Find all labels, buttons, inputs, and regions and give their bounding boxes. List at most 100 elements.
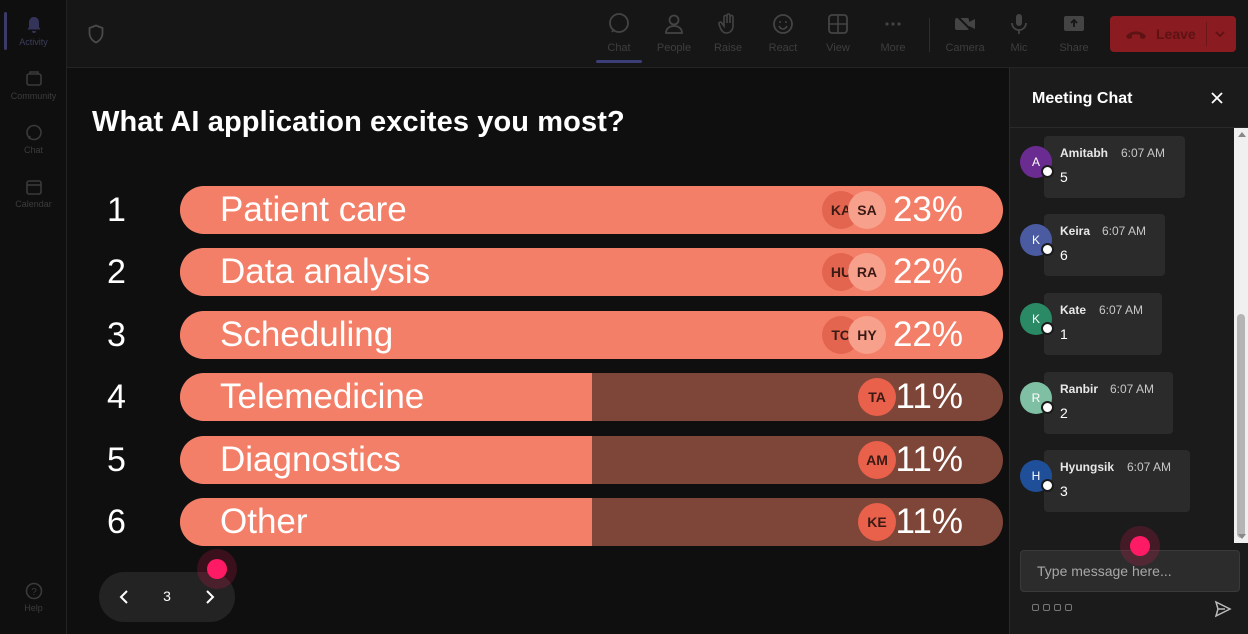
poll-option: 5 Diagnostics AM 11%	[67, 436, 1009, 484]
message-text: 1	[1060, 326, 1068, 342]
toolbar-share-button[interactable]: Share	[1047, 10, 1101, 62]
rail-item-label: Community	[10, 91, 57, 101]
toolbar-divider	[929, 18, 930, 52]
toolbar-mic-label: Mic	[1010, 42, 1028, 54]
toolbar-view-label: View	[826, 42, 850, 54]
sender-name: Kate	[1060, 303, 1087, 317]
camera-off-icon	[955, 14, 975, 34]
poll-option: 2 Data analysis HU RA 22%	[67, 248, 1009, 296]
rail-item-community[interactable]: Community	[0, 58, 67, 112]
avatar: K	[1020, 224, 1054, 256]
chat-icon	[25, 124, 42, 141]
option-label: Other	[220, 502, 308, 541]
toolbar-more-button[interactable]: More	[866, 10, 920, 62]
toolbar-chat-button[interactable]: Chat	[592, 10, 646, 63]
voter-avatar: SA	[848, 191, 886, 229]
format-icon[interactable]	[1032, 604, 1039, 611]
result-bar: Other KE 11%	[180, 498, 1003, 546]
result-bar-fill	[180, 498, 592, 546]
scroll-down-arrow-icon[interactable]	[1238, 534, 1246, 539]
option-label: Telemedicine	[220, 377, 425, 416]
scrollbar-thumb[interactable]	[1237, 314, 1245, 538]
emoji-icon[interactable]	[1054, 604, 1061, 611]
sender-name: Hyungsik	[1060, 460, 1115, 474]
close-icon[interactable]	[1210, 91, 1224, 105]
toolbar-react-button[interactable]: React	[756, 10, 810, 62]
toolbar-share-label: Share	[1059, 42, 1089, 54]
sender-name: Ranbir	[1060, 382, 1099, 396]
chat-icon	[609, 13, 629, 33]
pointer-highlight	[1120, 526, 1160, 566]
toolbar-raise-label: Raise	[713, 42, 743, 54]
meeting-chat-panel: Meeting Chat Amitabh 6:07 AM 5 A Keira 6…	[1009, 68, 1248, 634]
sender-name: Keira	[1060, 224, 1091, 238]
avatar: K	[1020, 303, 1054, 335]
result-bar: Patient care KA SA 23%	[180, 186, 1003, 234]
poll-option: 4 Telemedicine TA 11%	[67, 373, 1009, 421]
avatar: R	[1020, 382, 1054, 414]
message-text: 3	[1060, 483, 1068, 499]
raise-hand-icon	[718, 13, 734, 34]
chat-scrollbar[interactable]	[1234, 128, 1248, 543]
toolbar-mic-button[interactable]: Mic	[992, 10, 1046, 62]
calendar-icon	[25, 180, 42, 195]
toolbar-view-button[interactable]: View	[811, 10, 865, 62]
option-percent: 22%	[892, 252, 963, 291]
toolbar-more-label: More	[880, 42, 906, 54]
help-icon: ?	[25, 582, 42, 600]
poll-option: 1 Patient care KA SA 23%	[67, 186, 1009, 234]
option-label: Data analysis	[220, 252, 431, 291]
avatar: A	[1020, 146, 1054, 178]
toolbar-camera-button[interactable]: Camera	[938, 10, 992, 62]
toolbar-react-label: React	[768, 42, 798, 54]
result-bar: Diagnostics AM 11%	[180, 436, 1003, 484]
chevron-right-icon[interactable]	[201, 589, 217, 605]
message-time: 6:07 AM	[1110, 382, 1155, 396]
message-text: 2	[1060, 405, 1068, 421]
message-bubble: Keira 6:07 AM 6	[1044, 214, 1165, 276]
message-time: 6:07 AM	[1102, 224, 1147, 238]
slide-pager: 3	[99, 572, 235, 622]
community-icon	[25, 71, 42, 86]
message-composer	[1020, 550, 1240, 592]
result-bar: Scheduling TO HY 22%	[180, 311, 1003, 359]
option-number: 1	[107, 191, 126, 229]
leave-label: Leave	[1156, 26, 1196, 42]
phone-hangup-icon	[1126, 31, 1146, 39]
chevron-down-icon[interactable]	[1214, 28, 1226, 40]
react-icon	[773, 14, 793, 34]
option-number: 2	[107, 253, 126, 291]
message-text: 5	[1060, 169, 1068, 185]
rail-item-label: Calendar	[15, 199, 52, 209]
rail-item-label: Help	[24, 603, 43, 613]
toolbar-people-button[interactable]: People	[647, 10, 701, 62]
sender-name: Amitabh	[1060, 146, 1108, 160]
send-icon[interactable]	[1214, 600, 1232, 618]
shield-icon[interactable]	[87, 24, 105, 44]
message-time: 6:07 AM	[1099, 303, 1144, 317]
attach-icon[interactable]	[1043, 604, 1050, 611]
leave-button[interactable]: Leave	[1110, 16, 1236, 52]
meeting-toolbar: Chat People Raise React View More Camera…	[67, 0, 1248, 68]
composer-tools	[1032, 604, 1072, 611]
chevron-left-icon[interactable]	[117, 589, 133, 605]
message-bubble: Kate 6:07 AM 1	[1044, 293, 1162, 355]
scroll-up-arrow-icon[interactable]	[1238, 132, 1246, 137]
message-time: 6:07 AM	[1121, 146, 1166, 160]
toolbar-raise-button[interactable]: Raise	[701, 10, 755, 62]
gif-icon[interactable]	[1065, 604, 1072, 611]
rail-item-calendar[interactable]: Calendar	[0, 166, 67, 220]
rail-item-activity[interactable]: Activity	[0, 4, 67, 58]
result-bar: Data analysis HU RA 22%	[180, 248, 1003, 296]
rail-item-label: Chat	[23, 145, 43, 155]
result-bar-fill	[180, 373, 592, 421]
rail-item-help[interactable]: ? Help	[0, 570, 67, 624]
rail-item-chat[interactable]: Chat	[0, 112, 67, 166]
app-rail: Activity Community Chat Calendar ? Help	[0, 0, 67, 634]
message-input[interactable]	[1021, 551, 1239, 591]
pointer-highlight	[197, 549, 237, 589]
result-bar-fill	[180, 436, 592, 484]
option-label: Scheduling	[220, 315, 394, 354]
view-icon	[828, 14, 848, 34]
option-percent: 11%	[895, 440, 963, 479]
